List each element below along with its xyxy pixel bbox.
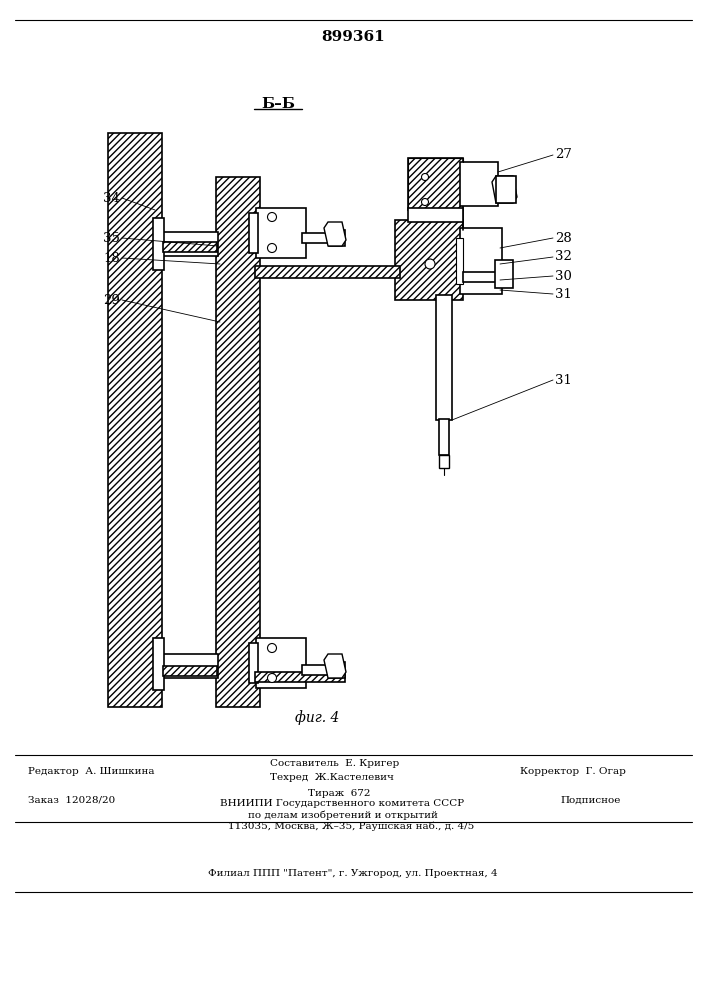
Text: 32: 32 — [555, 250, 572, 263]
Text: 34: 34 — [103, 192, 120, 205]
Bar — [460, 228, 502, 294]
Bar — [255, 672, 345, 682]
Text: 899361: 899361 — [321, 30, 385, 44]
Bar — [395, 220, 463, 300]
Bar — [153, 218, 164, 270]
Text: Подписное: Подписное — [560, 796, 620, 804]
Bar — [408, 158, 463, 210]
Bar — [153, 638, 164, 690]
Text: 35: 35 — [103, 232, 120, 244]
Text: по делам изобретений и открытий: по делам изобретений и открытий — [248, 810, 438, 820]
Bar — [463, 272, 499, 282]
Text: Составитель  Е. Кригер: Составитель Е. Кригер — [270, 760, 399, 768]
Circle shape — [267, 213, 276, 222]
Polygon shape — [324, 222, 346, 246]
Bar — [216, 177, 260, 707]
Text: ВНИИПИ Государственного комитета СССР: ВНИИПИ Государственного комитета СССР — [220, 800, 464, 808]
Bar — [439, 419, 449, 455]
Bar — [456, 238, 463, 284]
Text: 31: 31 — [555, 288, 572, 300]
Bar — [256, 638, 306, 688]
Polygon shape — [439, 455, 449, 468]
Bar — [162, 232, 218, 256]
Bar — [436, 295, 452, 420]
Bar — [255, 266, 400, 278]
Text: 28: 28 — [555, 232, 572, 244]
Bar — [249, 213, 258, 253]
Bar — [460, 162, 498, 206]
Bar — [302, 665, 330, 675]
Text: 27: 27 — [555, 148, 572, 161]
Bar — [162, 654, 218, 678]
Circle shape — [267, 674, 276, 682]
Polygon shape — [324, 654, 346, 678]
Bar — [163, 666, 217, 676]
Text: 30: 30 — [555, 269, 572, 282]
Text: Корректор  Г. Огар: Корректор Г. Огар — [520, 768, 626, 776]
Circle shape — [421, 174, 428, 180]
Bar — [408, 208, 463, 222]
Text: Редактор  А. Шишкина: Редактор А. Шишкина — [28, 768, 155, 776]
Text: 18: 18 — [103, 251, 120, 264]
Text: Тираж  672: Тираж 672 — [308, 788, 370, 798]
Circle shape — [267, 243, 276, 252]
Text: Филиал ППП "Патент", г. Ужгород, ул. Проектная, 4: Филиал ППП "Патент", г. Ужгород, ул. Про… — [208, 869, 498, 879]
Circle shape — [425, 259, 435, 269]
Circle shape — [267, 644, 276, 652]
Bar — [163, 242, 217, 252]
Text: Техред  Ж.Кастелевич: Техред Ж.Кастелевич — [270, 774, 394, 782]
Text: 31: 31 — [555, 373, 572, 386]
Text: Заказ  12028/20: Заказ 12028/20 — [28, 796, 115, 804]
Text: 29: 29 — [103, 294, 120, 306]
Bar — [495, 260, 513, 288]
Bar — [249, 643, 258, 683]
Polygon shape — [492, 176, 517, 203]
Text: 113035, Москва, Ж–35, Раушская наб., д. 4/5: 113035, Москва, Ж–35, Раушская наб., д. … — [228, 821, 474, 831]
Bar — [302, 233, 330, 243]
Bar — [329, 230, 345, 246]
Text: Б–Б: Б–Б — [261, 97, 295, 111]
Text: фиг. 4: фиг. 4 — [295, 711, 339, 725]
Circle shape — [421, 198, 428, 206]
Bar — [108, 133, 162, 707]
Bar — [256, 208, 306, 258]
Bar — [496, 176, 516, 203]
Bar — [329, 662, 345, 678]
